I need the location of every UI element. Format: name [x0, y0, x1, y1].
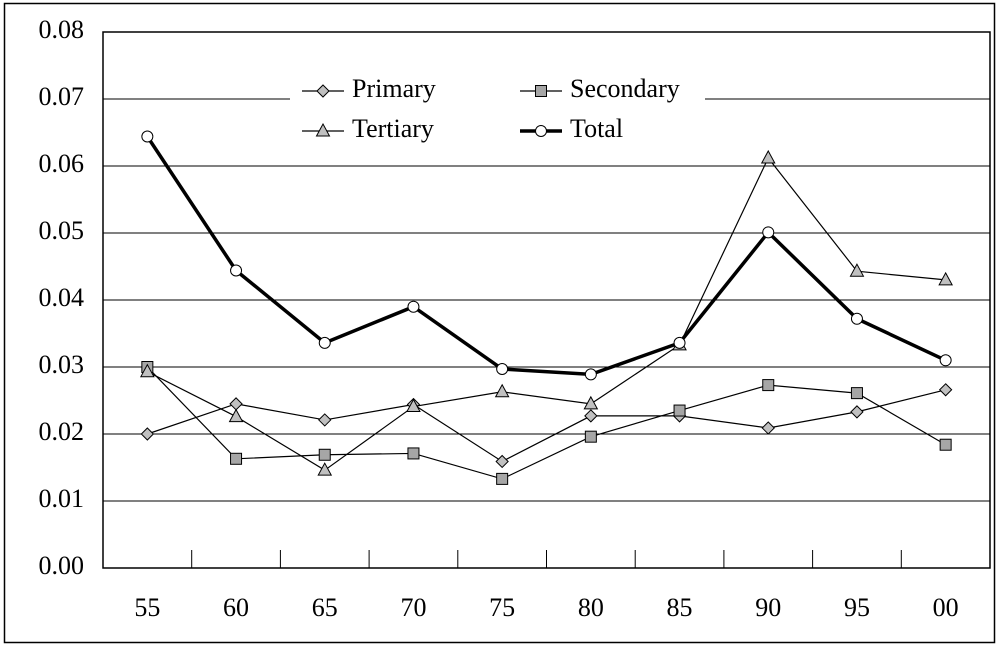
marker — [140, 427, 155, 441]
y-tick-label: 0.06 — [39, 149, 85, 178]
x-tick-label: 60 — [223, 593, 249, 622]
marker — [762, 226, 775, 239]
marker — [535, 85, 547, 97]
marker — [407, 300, 420, 313]
marker — [850, 387, 863, 400]
y-tick-label: 0.01 — [39, 484, 85, 513]
x-tick-label: 85 — [667, 593, 693, 622]
legend-label: Secondary — [570, 74, 680, 103]
marker — [318, 413, 332, 427]
legend-label: Primary — [352, 74, 436, 103]
series — [141, 130, 952, 381]
marker — [938, 271, 953, 286]
marker — [850, 312, 863, 325]
marker — [761, 421, 775, 435]
marker — [584, 430, 597, 443]
marker — [938, 383, 953, 397]
legend: Primary Secondary Tertiary Total — [290, 70, 705, 152]
legend-label: Tertiary — [352, 114, 434, 143]
marker — [762, 379, 775, 392]
marker — [317, 462, 333, 476]
marker — [230, 264, 243, 277]
marker — [494, 383, 510, 398]
series-line — [145, 135, 947, 377]
marker — [318, 336, 331, 349]
marker — [496, 363, 509, 376]
x-tick-label: 55 — [134, 593, 160, 622]
y-tick-label: 0.05 — [39, 216, 85, 245]
legend-box — [290, 70, 705, 152]
marker — [673, 336, 686, 349]
x-tick-label: 00 — [933, 593, 959, 622]
x-tick-label: 80 — [578, 593, 604, 622]
marker — [583, 395, 599, 410]
y-tick-label: 0.02 — [39, 417, 85, 446]
marker — [318, 448, 331, 461]
marker — [496, 472, 509, 485]
marker — [850, 405, 864, 419]
marker — [584, 409, 598, 423]
y-tick-label: 0.08 — [39, 15, 85, 44]
y-tick-label: 0.00 — [39, 551, 85, 580]
y-tick-label: 0.03 — [39, 350, 85, 379]
y-tick-label: 0.04 — [39, 283, 85, 312]
marker — [849, 263, 865, 277]
marker — [406, 398, 421, 413]
series — [140, 149, 953, 476]
series-line — [147, 389, 946, 463]
marker — [141, 130, 154, 143]
marker — [315, 122, 331, 137]
marker — [228, 408, 244, 423]
marker — [230, 452, 243, 465]
series-line — [147, 156, 946, 471]
marker — [584, 368, 597, 381]
marker — [673, 404, 686, 417]
marker — [495, 454, 509, 469]
marker — [939, 438, 952, 451]
marker — [535, 125, 547, 137]
legend-label: Total — [570, 114, 623, 143]
x-tick-label: 70 — [400, 593, 426, 622]
x-tick-label: 90 — [755, 593, 781, 622]
y-tick-label: 0.07 — [39, 82, 85, 111]
x-tick-label: 65 — [312, 593, 338, 622]
marker — [316, 84, 330, 98]
marker — [140, 363, 155, 378]
marker — [407, 447, 420, 460]
marker — [760, 149, 776, 164]
x-tick-label: 75 — [489, 593, 515, 622]
x-tick-label: 95 — [844, 593, 870, 622]
series-line — [146, 366, 946, 480]
marker — [939, 354, 952, 367]
